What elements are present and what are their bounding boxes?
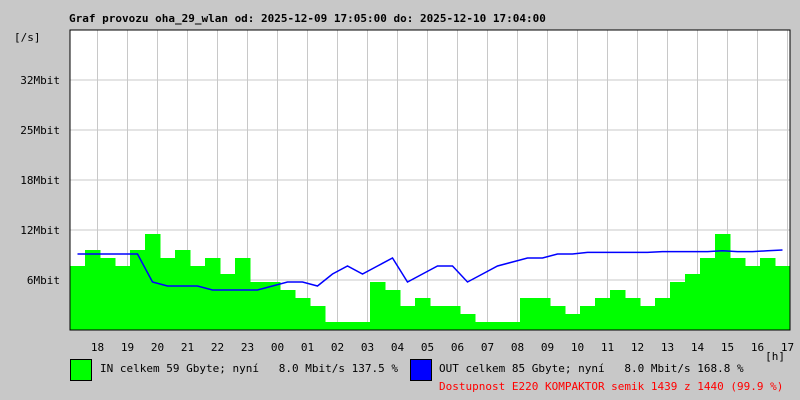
out-legend-text: OUT celkem 85 Gbyte; nyní 8.0 Mbit/s 168… bbox=[439, 362, 744, 375]
in-bar bbox=[730, 258, 746, 330]
in-bar bbox=[70, 266, 86, 330]
in-bar bbox=[325, 322, 341, 330]
chart-title: Graf provozu oha_29_wlan od: 2025-12-09 … bbox=[69, 12, 546, 25]
y-tick-label: 18Mbit bbox=[20, 174, 60, 187]
x-axis-unit: [h] bbox=[765, 350, 785, 363]
in-bar bbox=[475, 322, 491, 330]
y-tick-label: 32Mbit bbox=[20, 74, 60, 87]
x-tick-label: 06 bbox=[451, 341, 464, 354]
x-tick-label: 04 bbox=[391, 341, 405, 354]
y-tick-label: 25Mbit bbox=[20, 124, 60, 137]
x-tick-label: 16 bbox=[751, 341, 764, 354]
in-bar bbox=[775, 266, 791, 330]
out-line bbox=[77, 249, 783, 291]
x-tick-label: 08 bbox=[511, 341, 524, 354]
in-bar bbox=[280, 290, 296, 330]
in-bar bbox=[400, 306, 416, 330]
x-tick-label: 05 bbox=[421, 341, 434, 354]
x-tick-label: 11 bbox=[601, 341, 614, 354]
in-bar bbox=[385, 290, 401, 330]
x-tick-label: 20 bbox=[151, 341, 164, 354]
x-tick-label: 12 bbox=[631, 341, 644, 354]
x-tick-label: 13 bbox=[661, 341, 674, 354]
x-tick-label: 22 bbox=[211, 341, 224, 354]
in-bar bbox=[445, 306, 461, 330]
in-bar bbox=[115, 266, 131, 330]
x-tick-label: 23 bbox=[241, 341, 254, 354]
x-tick-label: 21 bbox=[181, 341, 194, 354]
y-tick-label: 6Mbit bbox=[27, 274, 60, 287]
in-bar bbox=[685, 274, 701, 330]
in-bar bbox=[655, 298, 671, 330]
in-bar bbox=[100, 258, 116, 330]
in-bar bbox=[370, 282, 386, 330]
in-bar bbox=[625, 298, 641, 330]
in-bar bbox=[595, 298, 611, 330]
x-tick-label: 09 bbox=[541, 341, 554, 354]
in-bar bbox=[205, 258, 221, 330]
in-bar bbox=[310, 306, 326, 330]
y-tick-label: 12Mbit bbox=[20, 224, 60, 237]
in-bar bbox=[175, 250, 191, 330]
in-bar bbox=[505, 322, 521, 330]
in-bar bbox=[715, 234, 731, 330]
in-bar bbox=[535, 298, 551, 330]
in-bar bbox=[580, 306, 596, 330]
x-tick-label: 00 bbox=[271, 341, 284, 354]
in-bar bbox=[340, 322, 356, 330]
in-bar bbox=[430, 306, 446, 330]
x-tick-label: 02 bbox=[331, 341, 344, 354]
in-legend-text: IN celkem 59 Gbyte; nyní 8.0 Mbit/s 137.… bbox=[100, 362, 399, 375]
in-bar bbox=[700, 258, 716, 330]
in-bar bbox=[490, 322, 506, 330]
x-tick-label: 14 bbox=[691, 341, 705, 354]
x-tick-label: 17 bbox=[781, 341, 794, 354]
in-bar bbox=[190, 266, 206, 330]
y-axis-unit: [/s] bbox=[14, 31, 41, 44]
x-tick-label: 15 bbox=[721, 341, 734, 354]
in-bar bbox=[460, 314, 476, 330]
in-bar bbox=[745, 266, 761, 330]
in-bar bbox=[250, 282, 266, 330]
x-tick-label: 10 bbox=[571, 341, 584, 354]
in-bar bbox=[355, 322, 371, 330]
in-bar bbox=[565, 314, 581, 330]
availability-text: Dostupnost E220 KOMPAKTOR semik 1439 z 1… bbox=[439, 380, 784, 393]
in-bar bbox=[130, 250, 146, 330]
in-bar bbox=[85, 250, 101, 330]
in-bar bbox=[610, 290, 626, 330]
x-tick-label: 07 bbox=[481, 341, 494, 354]
in-legend-swatch bbox=[70, 359, 92, 381]
in-bar bbox=[265, 282, 281, 330]
x-tick-label: 18 bbox=[91, 341, 104, 354]
in-bar bbox=[670, 282, 686, 330]
in-bar bbox=[415, 298, 431, 330]
x-tick-label: 01 bbox=[301, 341, 314, 354]
in-bar bbox=[220, 274, 236, 330]
in-bar bbox=[550, 306, 566, 330]
in-bar bbox=[160, 258, 176, 330]
x-tick-label: 03 bbox=[361, 341, 374, 354]
in-bar bbox=[235, 258, 251, 330]
out-legend-swatch bbox=[410, 359, 432, 381]
x-tick-label: 19 bbox=[121, 341, 134, 354]
in-bar bbox=[760, 258, 776, 330]
in-bar bbox=[640, 306, 656, 330]
plot-border bbox=[69, 29, 791, 331]
in-bar bbox=[295, 298, 311, 330]
in-bar bbox=[520, 298, 536, 330]
